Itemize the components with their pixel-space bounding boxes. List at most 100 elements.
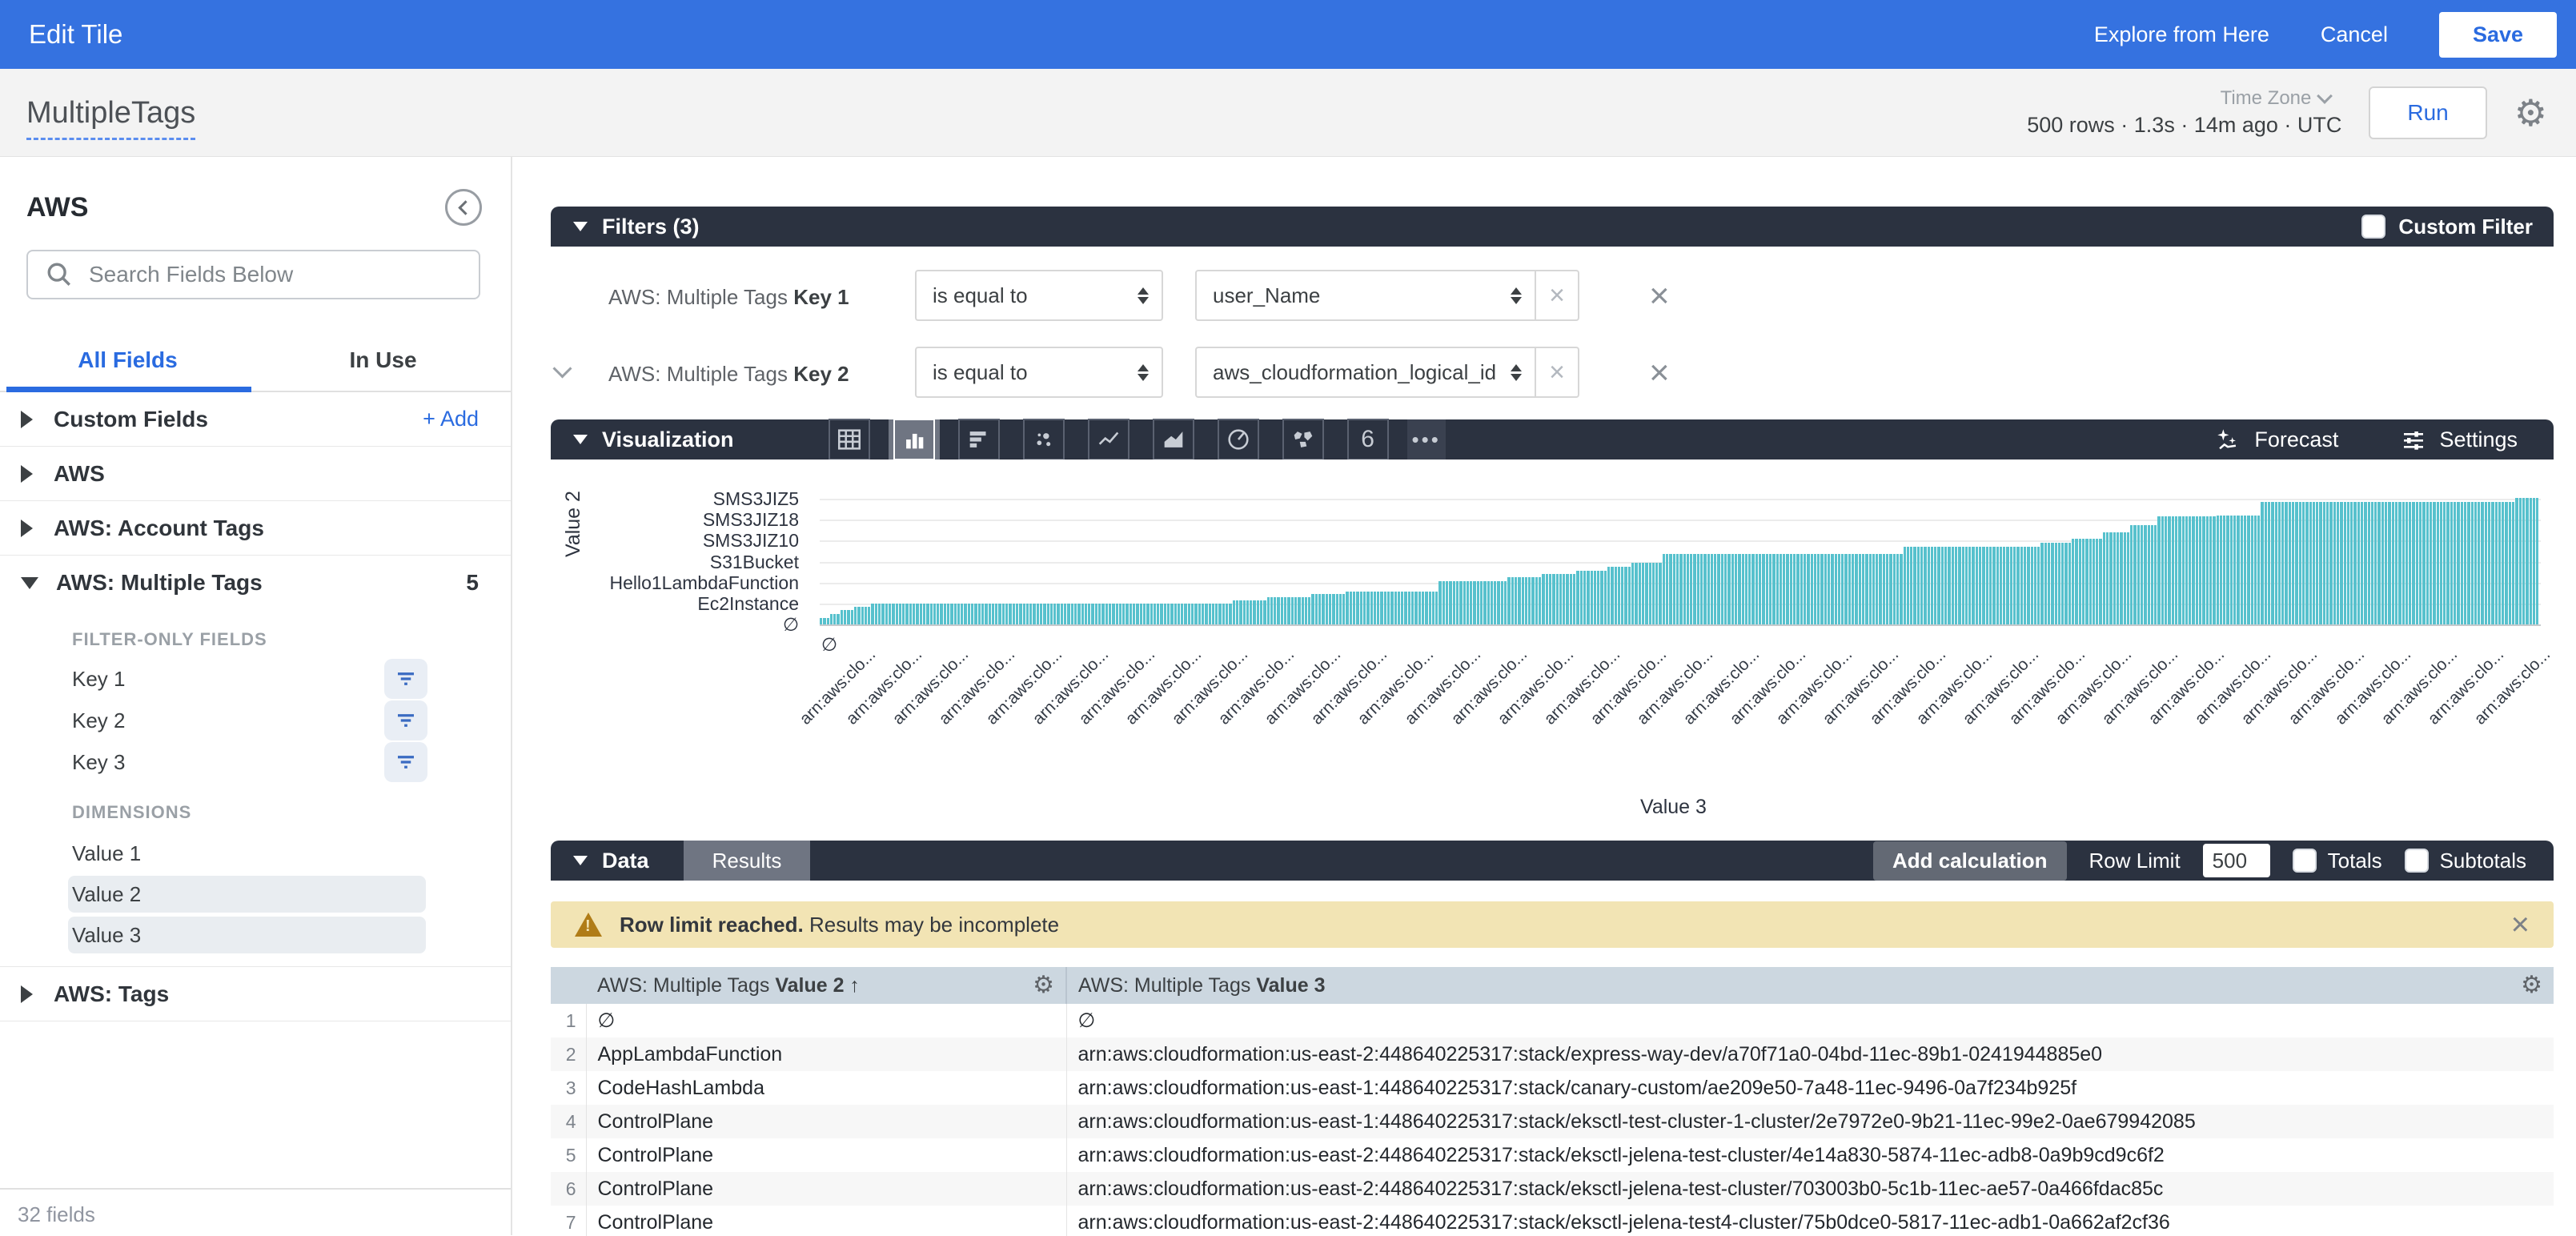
bar[interactable]: [1666, 554, 1669, 624]
bar[interactable]: [1494, 581, 1497, 624]
bar[interactable]: [1717, 554, 1720, 624]
gear-icon[interactable]: [2514, 94, 2547, 131]
bar[interactable]: [878, 603, 881, 624]
bar[interactable]: [2367, 501, 2370, 624]
bar[interactable]: [2037, 547, 2040, 624]
bar[interactable]: [2322, 501, 2326, 624]
bar[interactable]: [2439, 501, 2443, 624]
search-input[interactable]: [89, 262, 461, 287]
bar[interactable]: [1308, 596, 1311, 624]
remove-filter-button[interactable]: [1649, 355, 1670, 391]
viz-type-pie-chart[interactable]: [1213, 419, 1264, 460]
bar[interactable]: [1514, 577, 1518, 624]
bar[interactable]: [1920, 547, 1924, 624]
bar[interactable]: [2113, 532, 2116, 624]
bar[interactable]: [826, 618, 829, 624]
bar[interactable]: [1834, 554, 1837, 624]
bar[interactable]: [1924, 547, 1927, 624]
bar[interactable]: [1421, 592, 1425, 624]
bar[interactable]: [2033, 547, 2037, 624]
bar[interactable]: [1404, 592, 1407, 624]
bar[interactable]: [892, 603, 895, 624]
bar[interactable]: [1260, 600, 1263, 624]
bar[interactable]: [1125, 603, 1129, 624]
bar[interactable]: [922, 603, 926, 624]
bar[interactable]: [1827, 554, 1831, 624]
bar[interactable]: [1627, 567, 1631, 624]
bar[interactable]: [2353, 501, 2357, 624]
bar[interactable]: [1744, 554, 1748, 624]
bar[interactable]: [1366, 592, 1370, 624]
cell-value-3[interactable]: ∅: [1077, 1009, 1096, 1032]
bar[interactable]: [1817, 554, 1820, 624]
bar[interactable]: [1786, 554, 1789, 624]
cell-value-2[interactable]: ControlPlane: [586, 1172, 1067, 1206]
bar[interactable]: [977, 603, 981, 624]
bar[interactable]: [2405, 501, 2409, 624]
bar[interactable]: [988, 603, 991, 624]
bar[interactable]: [1831, 554, 1834, 624]
dismiss-warning-icon[interactable]: [2511, 909, 2530, 941]
bar[interactable]: [1401, 592, 1404, 624]
collapse-sidebar-button[interactable]: [445, 189, 482, 226]
bar[interactable]: [1009, 603, 1012, 624]
bar[interactable]: [1679, 554, 1683, 624]
cell-value-2[interactable]: ControlPlane: [586, 1138, 1067, 1172]
bar[interactable]: [871, 603, 874, 624]
bar[interactable]: [829, 613, 833, 624]
bar[interactable]: [1033, 603, 1036, 624]
row-number[interactable]: 1: [551, 1004, 587, 1037]
bar[interactable]: [943, 603, 946, 624]
bar[interactable]: [1386, 592, 1390, 624]
bar[interactable]: [895, 603, 898, 624]
viz-type-line-chart[interactable]: [1083, 419, 1134, 460]
bar[interactable]: [2316, 501, 2319, 624]
bar[interactable]: [2470, 501, 2474, 624]
bar[interactable]: [929, 603, 933, 624]
bar[interactable]: [1539, 577, 1542, 624]
bar[interactable]: [946, 603, 950, 624]
bar[interactable]: [1882, 554, 1886, 624]
bar[interactable]: [1566, 574, 1569, 624]
bar[interactable]: [1975, 547, 1979, 624]
bar[interactable]: [1235, 600, 1239, 624]
cell-value-3[interactable]: arn:aws:cloudformation:us-east-1:4486402…: [1077, 1076, 2077, 1099]
bar[interactable]: [1768, 554, 1772, 624]
viz-type-table[interactable]: [824, 419, 875, 460]
bar[interactable]: [1569, 574, 1573, 624]
bar[interactable]: [857, 606, 861, 624]
bar[interactable]: [1473, 581, 1476, 624]
bar[interactable]: [1455, 581, 1459, 624]
bar[interactable]: [937, 603, 940, 624]
bar[interactable]: [971, 603, 974, 624]
bar[interactable]: [1552, 574, 1555, 624]
bar[interactable]: [926, 603, 929, 624]
bar[interactable]: [820, 618, 823, 624]
bar[interactable]: [2168, 516, 2171, 624]
bar[interactable]: [1590, 571, 1593, 624]
bar[interactable]: [2374, 501, 2377, 624]
bar[interactable]: [1294, 596, 1298, 624]
bar[interactable]: [1700, 554, 1703, 624]
cell-value-3[interactable]: arn:aws:cloudformation:us-east-2:4486402…: [1066, 1037, 2554, 1071]
bar[interactable]: [1793, 554, 1796, 624]
bar[interactable]: [1094, 603, 1098, 624]
bar[interactable]: [2054, 542, 2057, 624]
bar[interactable]: [2285, 501, 2288, 624]
bar[interactable]: [2536, 497, 2539, 624]
bar[interactable]: [1858, 554, 1861, 624]
bar[interactable]: [2088, 538, 2092, 624]
bar[interactable]: [2274, 501, 2277, 624]
bar[interactable]: [2281, 501, 2285, 624]
bar[interactable]: [1218, 603, 1222, 624]
bar[interactable]: [957, 603, 961, 624]
bar[interactable]: [2092, 538, 2096, 624]
bar[interactable]: [1651, 562, 1655, 624]
bar[interactable]: [1487, 581, 1490, 624]
bar[interactable]: [2412, 501, 2415, 624]
bar[interactable]: [2340, 501, 2343, 624]
column-header-value-3[interactable]: AWS: Multiple Tags Value 3: [1066, 967, 2554, 1004]
bar[interactable]: [1820, 554, 1824, 624]
bar[interactable]: [823, 618, 826, 624]
bar[interactable]: [2346, 501, 2350, 624]
